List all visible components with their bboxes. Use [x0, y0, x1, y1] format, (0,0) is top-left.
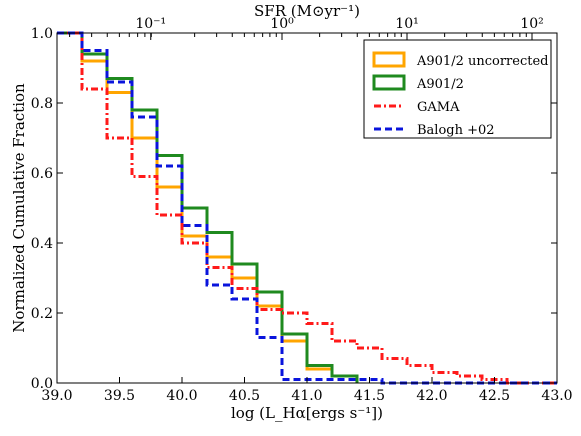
top-axis-title: SFR (M⊙yr⁻¹) [254, 2, 360, 20]
series-line-2 [57, 31, 359, 383]
legend-label: A901/2 uncorrected [416, 54, 548, 69]
x-tick-label: 42.5 [479, 388, 510, 404]
top-tick-label: 10⁻¹ [135, 16, 166, 32]
x-tick-label: 39.0 [41, 388, 72, 404]
y-tick-label: 1.0 [31, 26, 53, 42]
legend-label: A901/2 [416, 77, 464, 92]
legend-swatch [372, 74, 406, 91]
series-line-3 [57, 31, 557, 385]
y-tick-label: 0.6 [31, 166, 53, 182]
top-tick-label: 10¹ [395, 16, 418, 32]
x-axis-title: log (L_Hα[ergs s⁻¹]) [231, 404, 383, 422]
y-tick-label: 0.0 [31, 376, 53, 392]
x-tick-label: 39.5 [104, 388, 135, 404]
y-axis-title: Normalized Cumulative Fraction [10, 83, 28, 333]
series-layer [57, 31, 557, 385]
legend-swatch [372, 51, 406, 68]
x-tick-label: 40.0 [166, 388, 197, 404]
series-line-4 [57, 31, 557, 385]
y-tick-label: 0.4 [31, 236, 53, 252]
legend-label: Balogh +02 [417, 123, 495, 138]
y-tick-label: 0.2 [31, 306, 53, 322]
x-tick-label: 40.5 [229, 388, 260, 404]
tick-layer: 39.0 39.5 40.0 40.5 41.0 41.5 42.0 42.5 43.0 0.0 0… [31, 16, 573, 404]
x-tick-label: 41.5 [354, 388, 385, 404]
top-tick-label: 10² [520, 16, 543, 32]
legend-label: GAMA [417, 100, 460, 115]
x-tick-label: 41.0 [291, 388, 322, 404]
y-tick-label: 0.8 [31, 96, 53, 112]
top-tick-label: 10⁰ [270, 16, 294, 32]
x-tick-label: 42.0 [416, 388, 447, 404]
x-tick-label: 43.0 [541, 388, 572, 404]
legend: A901/2 uncorrected A901/2 GAMA Balogh +02 [363, 39, 552, 139]
